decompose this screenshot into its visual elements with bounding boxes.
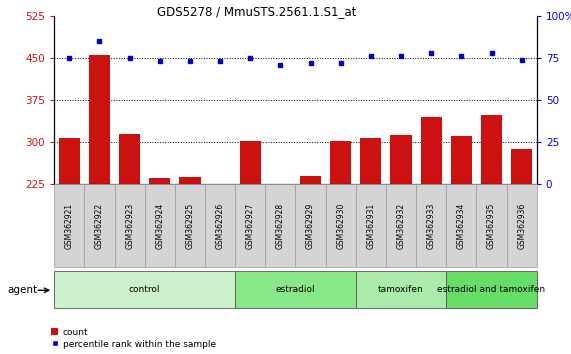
FancyBboxPatch shape <box>54 184 85 267</box>
FancyBboxPatch shape <box>175 184 205 267</box>
FancyBboxPatch shape <box>205 184 235 267</box>
FancyBboxPatch shape <box>325 184 356 267</box>
FancyBboxPatch shape <box>54 271 235 308</box>
Bar <box>240 141 261 310</box>
Text: GSM362933: GSM362933 <box>427 202 436 249</box>
Text: GSM362924: GSM362924 <box>155 202 164 249</box>
Text: GSM362926: GSM362926 <box>216 202 224 249</box>
FancyBboxPatch shape <box>506 184 537 267</box>
FancyBboxPatch shape <box>386 184 416 267</box>
Bar <box>360 138 381 310</box>
Bar <box>391 135 412 310</box>
Text: GDS5278 / MmuSTS.2561.1.S1_at: GDS5278 / MmuSTS.2561.1.S1_at <box>157 5 357 18</box>
Bar <box>300 176 321 310</box>
Bar <box>270 186 291 310</box>
Text: GSM362936: GSM362936 <box>517 202 526 249</box>
FancyBboxPatch shape <box>296 184 325 267</box>
FancyBboxPatch shape <box>115 184 144 267</box>
Text: agent: agent <box>7 285 38 295</box>
Text: GSM362929: GSM362929 <box>306 202 315 249</box>
Text: GSM362931: GSM362931 <box>367 202 375 249</box>
Text: GSM362934: GSM362934 <box>457 202 466 249</box>
FancyBboxPatch shape <box>235 184 266 267</box>
Text: GSM362922: GSM362922 <box>95 202 104 249</box>
FancyBboxPatch shape <box>266 184 296 267</box>
Text: tamoxifen: tamoxifen <box>378 285 424 294</box>
Bar <box>511 149 532 310</box>
Text: estradiol and tamoxifen: estradiol and tamoxifen <box>437 285 545 294</box>
Text: GSM362930: GSM362930 <box>336 202 345 249</box>
Text: GSM362928: GSM362928 <box>276 202 285 249</box>
Text: GSM362935: GSM362935 <box>487 202 496 249</box>
FancyBboxPatch shape <box>356 184 386 267</box>
Text: estradiol: estradiol <box>276 285 315 294</box>
Bar <box>451 136 472 310</box>
Text: GSM362925: GSM362925 <box>186 202 195 249</box>
Bar <box>149 178 170 310</box>
Bar <box>421 117 442 310</box>
Text: control: control <box>129 285 160 294</box>
Text: GSM362927: GSM362927 <box>246 202 255 249</box>
Bar <box>481 115 502 310</box>
Bar <box>330 141 351 310</box>
Bar <box>210 186 231 310</box>
Bar <box>89 55 110 310</box>
Text: GSM362932: GSM362932 <box>396 202 405 249</box>
FancyBboxPatch shape <box>356 271 447 308</box>
Bar <box>59 138 80 310</box>
Bar <box>119 133 140 310</box>
Bar <box>179 177 200 310</box>
Text: GSM362923: GSM362923 <box>125 202 134 249</box>
FancyBboxPatch shape <box>476 184 506 267</box>
FancyBboxPatch shape <box>416 184 447 267</box>
FancyBboxPatch shape <box>447 184 476 267</box>
FancyBboxPatch shape <box>85 184 115 267</box>
Legend: count, percentile rank within the sample: count, percentile rank within the sample <box>50 327 217 349</box>
FancyBboxPatch shape <box>144 184 175 267</box>
FancyBboxPatch shape <box>447 271 537 308</box>
FancyBboxPatch shape <box>235 271 356 308</box>
Text: GSM362921: GSM362921 <box>65 202 74 249</box>
